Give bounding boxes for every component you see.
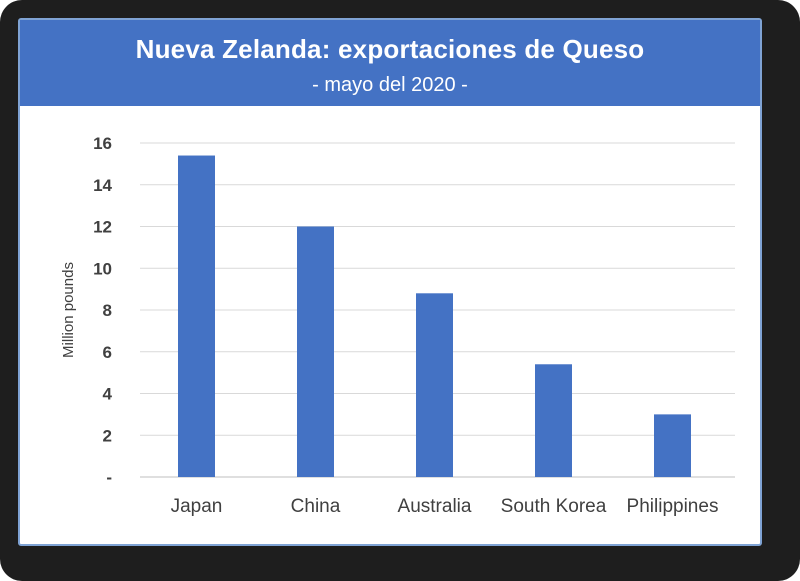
y-tick-label: 2 <box>103 426 112 445</box>
bar <box>654 414 691 477</box>
bar <box>297 226 334 477</box>
bar <box>535 364 572 477</box>
y-tick-label: 10 <box>93 259 112 278</box>
x-tick-label: Australia <box>398 496 472 517</box>
x-tick-label: Philippines <box>627 496 719 517</box>
chart-card: Nueva Zelanda: exportaciones de Queso - … <box>18 18 762 546</box>
chart-subtitle: - mayo del 2020 - <box>312 74 468 96</box>
y-tick-label: 4 <box>103 385 113 404</box>
y-tick-label: 8 <box>103 301 112 320</box>
x-tick-label: China <box>291 496 341 517</box>
x-tick-label: Japan <box>171 496 223 517</box>
x-tick-label: South Korea <box>501 496 607 517</box>
y-tick-label: 6 <box>103 343 112 362</box>
y-tick-label: - <box>106 468 112 487</box>
chart-title: Nueva Zelanda: exportaciones de Queso <box>135 34 645 64</box>
y-tick-label: 14 <box>93 176 112 195</box>
y-tick-label: 12 <box>93 218 112 237</box>
bar <box>416 293 453 477</box>
chart-header: Nueva Zelanda: exportaciones de Queso - … <box>20 20 760 106</box>
y-axis-label: Million pounds <box>60 262 77 358</box>
bar <box>178 155 215 477</box>
y-tick-label: 16 <box>93 134 112 153</box>
